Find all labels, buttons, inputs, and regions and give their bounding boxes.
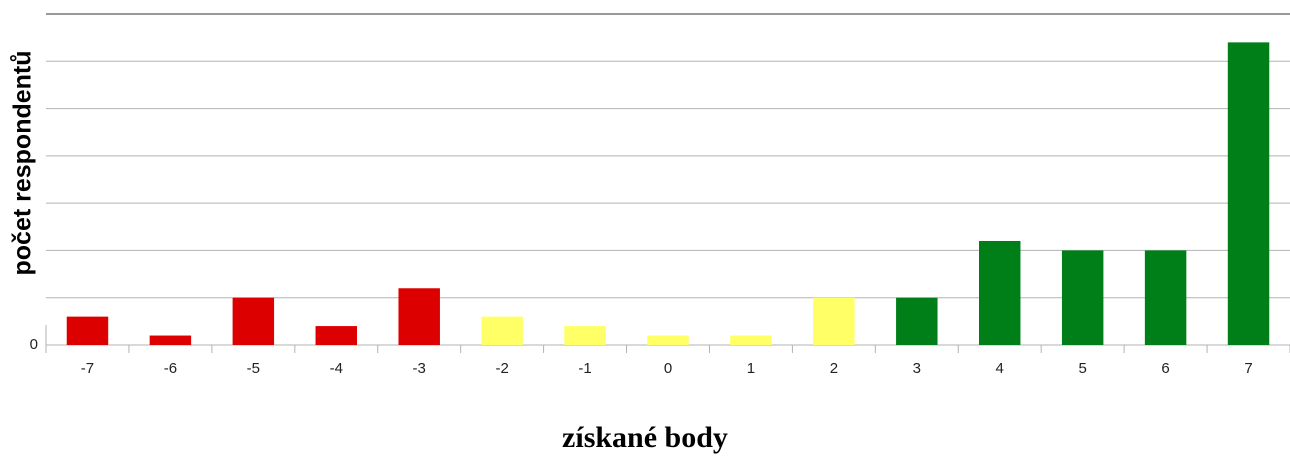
bar	[896, 297, 938, 345]
x-tick-label: 4	[996, 360, 1004, 377]
bar	[813, 297, 855, 345]
bar	[149, 335, 192, 345]
y-tick-label: 0	[30, 336, 38, 353]
bar	[1061, 250, 1104, 345]
bar	[398, 288, 440, 345]
bar	[564, 326, 606, 345]
x-tick-label: -1	[578, 360, 591, 377]
x-tick-label: -7	[81, 360, 94, 377]
bar	[1144, 250, 1187, 345]
x-tick-label: 2	[830, 360, 838, 377]
x-tick-label: 3	[913, 360, 921, 377]
x-tick-label: -4	[330, 360, 343, 377]
bar	[979, 240, 1021, 345]
bar	[315, 326, 357, 345]
x-tick-label: -3	[413, 360, 426, 377]
x-tick-label: -5	[247, 360, 260, 377]
bar	[481, 316, 523, 345]
y-axis-title: počet respondentů	[9, 50, 37, 275]
x-tick-label: 6	[1161, 360, 1169, 377]
x-tick-label: 0	[664, 360, 672, 377]
x-tick-label: -6	[164, 360, 177, 377]
x-tick-label: -2	[495, 360, 508, 377]
bar	[66, 316, 109, 345]
x-axis-title: získané body	[562, 421, 728, 454]
x-tick-label: 5	[1078, 360, 1086, 377]
bar	[730, 335, 772, 345]
bar	[232, 297, 275, 345]
bar	[647, 335, 689, 345]
x-tick-label: 1	[747, 360, 755, 377]
bar	[1227, 42, 1270, 345]
x-tick-label: 7	[1244, 360, 1252, 377]
